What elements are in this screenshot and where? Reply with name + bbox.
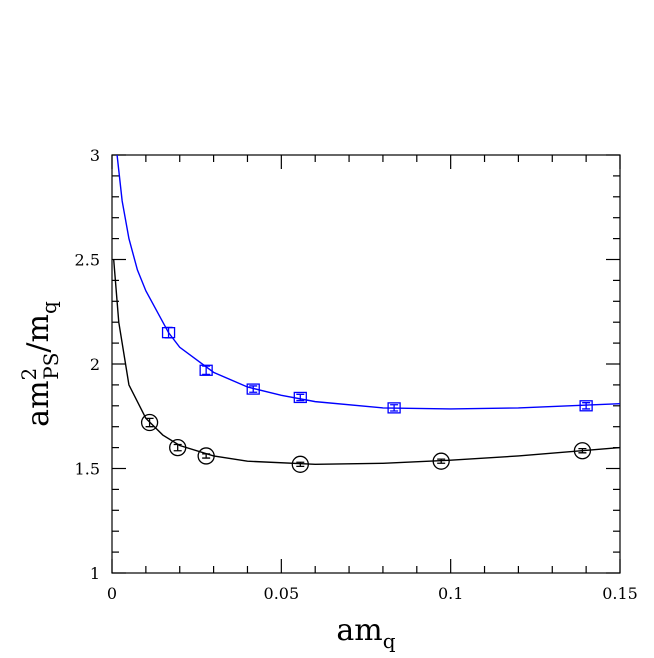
data-point <box>246 383 260 395</box>
data-point <box>293 391 307 404</box>
marker-circle <box>573 442 592 460</box>
data-point <box>169 438 187 457</box>
x-tick-label: 0.1 <box>438 584 463 603</box>
marker-square <box>246 383 260 395</box>
y-label-sup: 2 <box>17 368 41 381</box>
y-axis-label: am2PS/mq <box>17 301 63 427</box>
error-bar <box>202 365 211 376</box>
x-tick-label: 0 <box>107 584 117 603</box>
error-bar <box>578 447 587 454</box>
marker-square <box>293 391 307 404</box>
marker-circle <box>169 438 187 457</box>
x-tick-label: 0.15 <box>602 584 638 603</box>
error-bar <box>582 402 591 410</box>
x-tick-label: 0.05 <box>264 584 300 603</box>
y-tick-label: 1.5 <box>75 460 100 479</box>
data-point <box>161 326 176 339</box>
marker-circle <box>291 455 309 473</box>
error-bar <box>296 461 305 468</box>
marker-circle <box>140 413 159 432</box>
y-tick-label: 2 <box>90 355 100 374</box>
data-point <box>199 364 213 376</box>
marker-square <box>161 326 176 339</box>
error-bar <box>390 404 399 412</box>
marker-circle <box>197 447 215 465</box>
error-bar <box>296 393 305 402</box>
y-tick-label: 3 <box>90 146 100 165</box>
marker-circle <box>432 452 450 470</box>
data-point <box>387 402 401 414</box>
error-bar <box>145 417 154 428</box>
y-label-mid: /m <box>21 314 56 353</box>
marker-square <box>579 400 593 412</box>
error-bar <box>202 453 211 459</box>
data-point <box>291 455 309 473</box>
data-point <box>197 447 215 465</box>
data-point <box>573 442 592 460</box>
y-label-sub2: q <box>37 301 61 314</box>
data-point <box>579 400 593 412</box>
fit-curve <box>116 155 620 410</box>
fit-curve <box>112 259 620 466</box>
error-bar <box>173 443 182 452</box>
error-bar <box>437 458 446 464</box>
y-tick-label: 1 <box>90 564 100 583</box>
y-tick-label: 2.5 <box>75 251 100 270</box>
plot-frame <box>111 154 621 574</box>
data-point <box>432 452 450 470</box>
y-label-sub: PS <box>39 353 63 380</box>
x-axis-label: amq <box>336 613 395 653</box>
marker-square <box>199 364 213 376</box>
x-label-sub: q <box>383 629 396 653</box>
x-label-base: am <box>336 613 382 648</box>
marker-square <box>387 402 401 414</box>
data-point <box>140 413 159 432</box>
y-label-base: am <box>21 380 56 426</box>
error-bar <box>249 385 258 393</box>
